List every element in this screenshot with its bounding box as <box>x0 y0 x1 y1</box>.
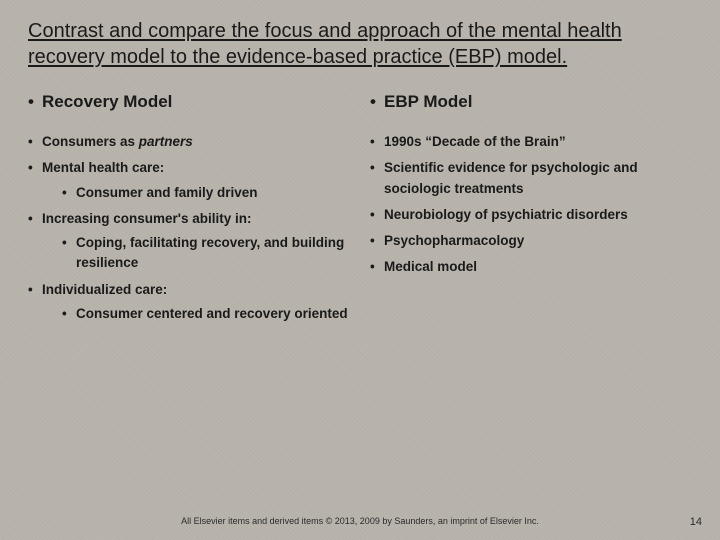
list-item: Coping, facilitating recovery, and build… <box>62 233 350 274</box>
list-text: Consumers as <box>42 134 139 149</box>
slide-title: Contrast and compare the focus and appro… <box>28 18 692 70</box>
list-item: Neurobiology of psychiatric disorders <box>370 205 692 225</box>
list-text: Individualized care: <box>42 282 167 297</box>
list-text: Increasing consumer's ability in: <box>42 211 252 226</box>
left-list: Consumers as partners Mental health care… <box>28 132 350 324</box>
list-item: Consumer and family driven <box>62 183 350 203</box>
content-columns: Recovery Model Consumers as partners Men… <box>28 92 692 330</box>
list-item: Individualized care: Consumer centered a… <box>28 280 350 325</box>
list-item: Increasing consumer's ability in: Coping… <box>28 209 350 274</box>
right-column-header: EBP Model <box>370 92 692 112</box>
sub-list: Coping, facilitating recovery, and build… <box>42 233 350 274</box>
right-list: 1990s “Decade of the Brain” Scientific e… <box>370 132 692 278</box>
list-item: Mental health care: Consumer and family … <box>28 158 350 203</box>
right-column: EBP Model 1990s “Decade of the Brain” Sc… <box>370 92 692 330</box>
list-text-italic: partners <box>139 134 193 149</box>
list-item: 1990s “Decade of the Brain” <box>370 132 692 152</box>
list-item: Consumers as partners <box>28 132 350 152</box>
list-item: Medical model <box>370 257 692 277</box>
list-text: Mental health care: <box>42 160 164 175</box>
sub-list: Consumer centered and recovery oriented <box>42 304 350 324</box>
copyright-footer: All Elsevier items and derived items © 2… <box>0 516 720 526</box>
list-item: Scientific evidence for psychologic and … <box>370 158 692 199</box>
list-item: Psychopharmacology <box>370 231 692 251</box>
sub-list: Consumer and family driven <box>42 183 350 203</box>
left-column: Recovery Model Consumers as partners Men… <box>28 92 350 330</box>
list-item: Consumer centered and recovery oriented <box>62 304 350 324</box>
left-column-header: Recovery Model <box>28 92 350 112</box>
page-number: 14 <box>690 516 702 528</box>
